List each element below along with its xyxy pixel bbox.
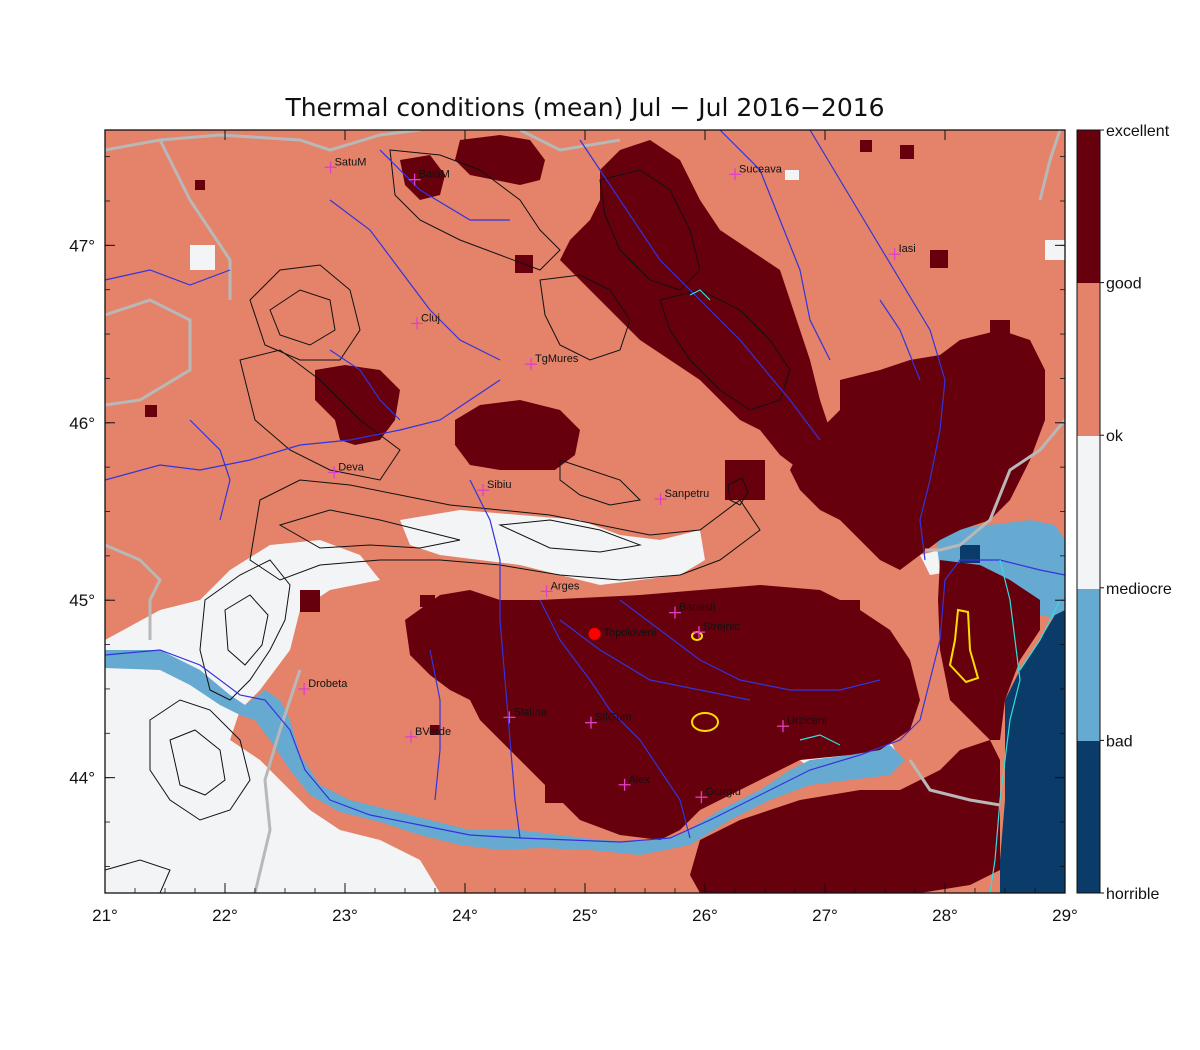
legend-colorbar <box>1076 129 1101 894</box>
legend-label: mediocre <box>1106 581 1172 598</box>
city-label: Suceava <box>739 163 783 175</box>
city-label: Giurgiu <box>705 786 740 798</box>
y-tick-label: 47° <box>69 236 95 255</box>
x-tick-label: 28° <box>932 906 958 925</box>
city-label: BVerde <box>415 726 451 738</box>
category-bad-danube <box>105 650 905 855</box>
legend-band-horrible <box>1077 741 1100 893</box>
city-label: Banesti <box>679 602 716 614</box>
legend-label: good <box>1106 276 1142 293</box>
city-markers: SatuM BaiaM Suceava Iasi Cluj TgMures Deva Sibi… <box>298 156 916 804</box>
legend-frame <box>1076 129 1101 894</box>
site-marker-group: Topoloveni <box>588 627 657 640</box>
legend-label: horrible <box>1106 886 1159 903</box>
x-tick-label: 21° <box>92 906 118 925</box>
site-label: Topoloveni <box>604 627 657 639</box>
city-label: StlGum <box>595 712 632 724</box>
legend-band-ok <box>1077 283 1100 436</box>
x-tick-label: 26° <box>692 906 718 925</box>
x-tick-label: 23° <box>332 906 358 925</box>
legend-band-bad <box>1077 589 1100 741</box>
city-label: Strejnic <box>703 621 740 633</box>
x-tick-label: 22° <box>212 906 238 925</box>
coastline <box>689 289 1061 893</box>
legend-label: ok <box>1106 428 1124 445</box>
legend-label: excellent <box>1106 123 1170 140</box>
city-label: Deva <box>338 461 365 473</box>
rivers <box>105 130 1065 843</box>
city-label: Arges <box>551 580 580 592</box>
borders <box>105 130 1065 893</box>
city-label: Cluj <box>421 312 440 324</box>
x-tick-label: 24° <box>452 906 478 925</box>
city-label: TgMures <box>535 353 579 365</box>
y-axis-labels: 44° 45° 46° 47° <box>69 236 95 787</box>
x-axis-labels: 21° 22° 23° 24° 25° 26° 27° 28° 29° <box>92 906 1078 925</box>
city-label: Drobeta <box>308 678 348 690</box>
legend-band-very-good <box>1077 130 1100 283</box>
elevation-contours <box>105 149 791 893</box>
legend-band-mediocre <box>1077 436 1100 589</box>
y-tick-label: 44° <box>69 769 95 788</box>
city-label: SatuM <box>335 156 367 168</box>
city-label: Sibiu <box>487 479 511 491</box>
x-tick-label: 27° <box>812 906 838 925</box>
city-label: Slatina <box>513 706 548 718</box>
city-label: Sanpetru <box>665 488 710 500</box>
site-marker-icon <box>588 627 601 640</box>
y-tick-label: 45° <box>69 591 95 610</box>
axis-ticks <box>104 130 1066 893</box>
map-layers <box>105 130 1065 893</box>
y-tick-label: 46° <box>69 414 95 433</box>
city-label: Iasi <box>899 243 916 255</box>
category-horrible-sea <box>1000 610 1065 893</box>
city-label: Urziceni <box>787 715 827 727</box>
legend-labels: excellent good ok mediocre bad horrible <box>1100 123 1172 903</box>
category-very-good-regions <box>145 135 1045 893</box>
x-tick-label: 25° <box>572 906 598 925</box>
category-horrible-patch <box>960 545 980 563</box>
map-title: Thermal conditions (mean) Jul − Jul 2016… <box>285 93 885 122</box>
x-tick-label: 29° <box>1052 906 1078 925</box>
city-label: Alex <box>629 774 651 786</box>
city-label: BaiaM <box>419 169 450 181</box>
legend-label: bad <box>1106 733 1133 750</box>
